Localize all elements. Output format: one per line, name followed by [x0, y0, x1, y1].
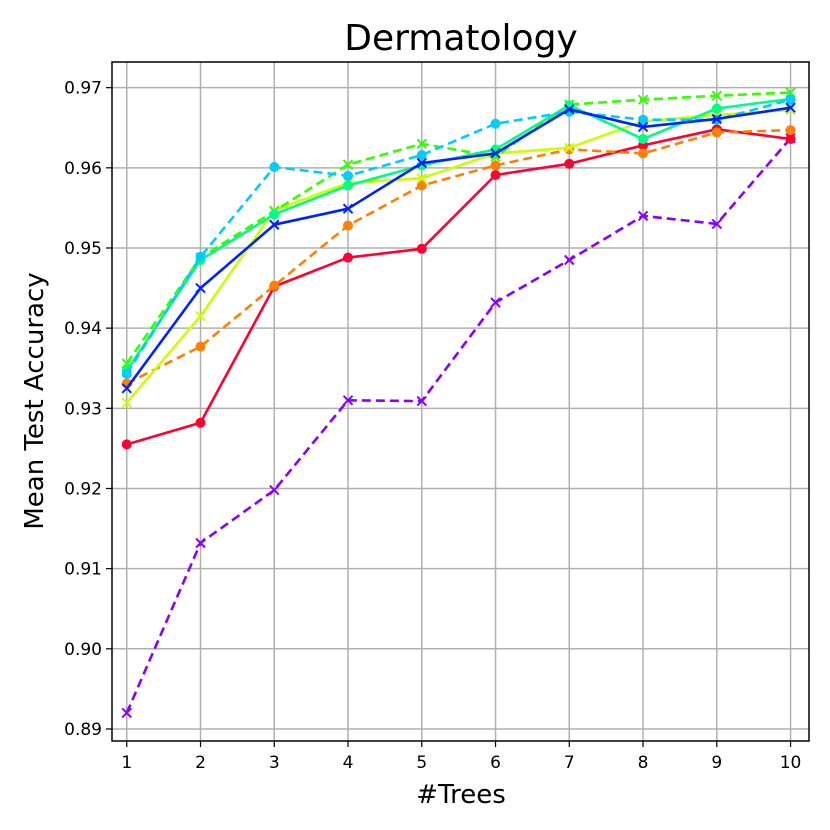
data-point	[711, 218, 723, 230]
data-point	[269, 209, 280, 220]
series-orange-dashed-dot	[121, 125, 796, 389]
y-tick-label: 0.93	[64, 399, 102, 419]
data-point	[121, 439, 132, 450]
data-point	[416, 243, 427, 254]
x-tick-label: 10	[780, 753, 802, 773]
y-tick-label: 0.91	[64, 560, 102, 580]
data-point	[121, 368, 132, 379]
y-tick-label: 0.90	[64, 640, 102, 660]
data-point	[416, 149, 427, 160]
data-point	[195, 537, 206, 549]
x-tick-label: 1	[121, 753, 132, 773]
y-tick-label: 0.94	[64, 319, 102, 339]
series-purple-dashed-x	[121, 132, 796, 719]
data-point	[121, 707, 132, 719]
x-tick-label: 4	[343, 753, 354, 773]
data-point	[564, 254, 575, 266]
series-green-dashed-x-line	[125, 91, 791, 365]
data-point	[342, 159, 354, 170]
data-point	[342, 395, 354, 406]
chart-title: Dermatology	[344, 18, 578, 59]
data-point	[638, 114, 649, 125]
data-point	[490, 148, 501, 159]
series-springgreen-solid-dot	[121, 93, 796, 376]
data-point	[564, 104, 575, 115]
x-tick-label: 7	[564, 753, 575, 773]
data-point	[416, 157, 427, 169]
data-point	[269, 484, 280, 496]
series-blue-solid-x-line	[125, 106, 791, 390]
series-skyblue-dashed-dot-line	[125, 98, 791, 375]
x-axis-label: #Trees	[416, 780, 506, 810]
data-point	[343, 220, 354, 231]
y-tick-label: 0.89	[64, 720, 102, 740]
data-point	[564, 142, 575, 153]
series-layer	[121, 87, 796, 719]
y-axis-label: Mean Test Accuracy	[20, 272, 50, 529]
x-tick-label: 8	[638, 753, 649, 773]
data-point	[711, 127, 722, 138]
data-point	[269, 280, 280, 291]
x-tick-label: 5	[416, 753, 427, 773]
series-red-solid-dot-line	[126, 128, 791, 446]
y-tick-label: 0.96	[64, 159, 102, 179]
data-point	[195, 282, 206, 294]
data-point	[195, 417, 206, 428]
data-point	[637, 121, 649, 133]
data-point	[638, 148, 649, 159]
data-point	[343, 180, 354, 191]
data-point	[343, 252, 354, 263]
data-point	[711, 90, 723, 101]
data-point	[711, 113, 723, 125]
data-point	[785, 125, 796, 136]
x-tick-label: 2	[195, 753, 206, 773]
series-yellowgreen-solid-x-line	[125, 108, 791, 404]
y-tick-label: 0.95	[64, 239, 102, 259]
data-point	[490, 297, 501, 308]
data-point	[195, 310, 206, 322]
data-point	[638, 133, 649, 144]
series-orange-dashed-dot-line	[126, 128, 791, 385]
series-yellowgreen-solid-x	[121, 104, 796, 408]
data-point	[416, 395, 427, 407]
x-axis: 1 2 3 4 5 6 7 8 9 10	[121, 741, 801, 773]
data-point	[785, 94, 796, 105]
data-point	[195, 341, 206, 352]
x-tick-label: 3	[269, 753, 280, 773]
data-point	[637, 210, 649, 222]
y-axis: 0.89 0.90 0.91 0.92 0.93 0.94 0.95 0.96 0.97	[64, 79, 112, 740]
series-purple-dashed-x-line	[125, 137, 792, 714]
data-point	[342, 203, 354, 214]
data-point	[343, 170, 354, 181]
data-point	[785, 133, 796, 144]
data-point	[121, 383, 132, 394]
x-tick-label: 6	[490, 753, 501, 773]
series-blue-solid-x	[121, 102, 796, 394]
data-point	[195, 251, 206, 262]
data-point	[269, 162, 280, 173]
data-point	[269, 219, 280, 230]
y-tick-label: 0.97	[64, 79, 102, 99]
data-point	[711, 103, 722, 114]
data-point	[416, 180, 427, 191]
series-red-solid-dot	[121, 124, 796, 450]
data-point	[121, 397, 132, 408]
data-point	[490, 118, 501, 129]
data-point	[490, 170, 501, 181]
data-point	[785, 102, 796, 113]
data-point	[416, 138, 427, 149]
data-point	[490, 160, 501, 171]
data-point	[564, 158, 575, 169]
y-tick-label: 0.92	[64, 479, 102, 499]
series-skyblue-dashed-dot	[121, 94, 796, 379]
data-point	[416, 173, 427, 184]
plot-area-frame	[111, 61, 810, 742]
x-tick-label: 9	[711, 753, 722, 773]
data-point	[637, 94, 649, 105]
